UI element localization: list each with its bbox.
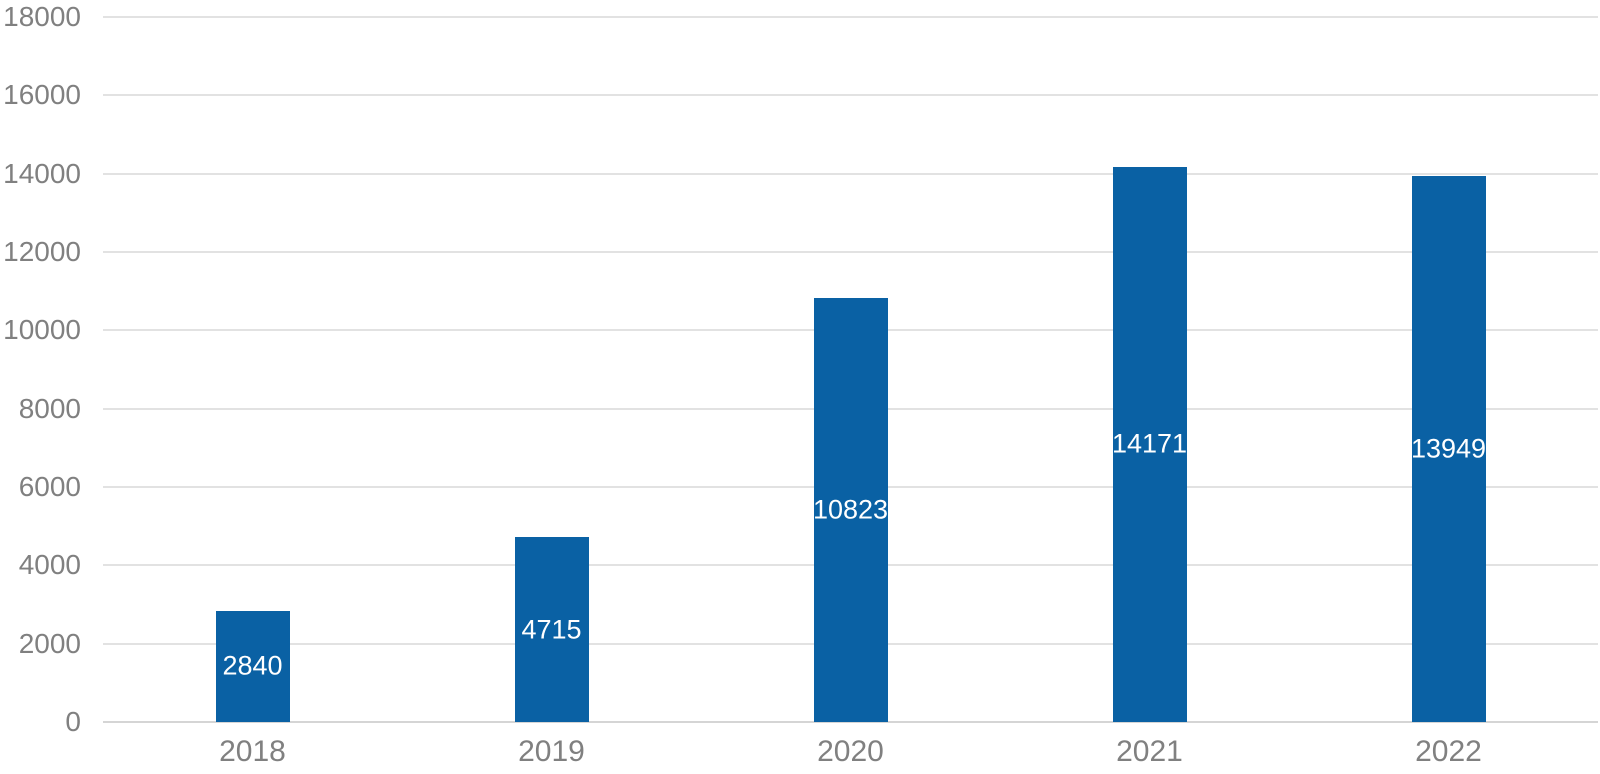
x-tick-label-2021: 2021 [1116, 735, 1183, 768]
gridline-18000 [103, 16, 1598, 18]
y-tick-label-2000: 2000 [18, 627, 81, 659]
y-tick-label-4000: 4000 [18, 549, 81, 581]
gridline-16000 [103, 94, 1598, 97]
bar-2018: 2840 [215, 610, 290, 722]
y-tick-label-6000: 6000 [18, 471, 81, 502]
x-tick-label-2022: 2022 [1415, 735, 1482, 768]
bar-2021: 14171 [1111, 166, 1188, 722]
gridline-14000 [103, 172, 1598, 175]
bar-value-label-2022: 13949 [1410, 433, 1487, 464]
x-tick-label-2019: 2019 [518, 735, 585, 768]
y-tick-label-16000: 16000 [3, 79, 81, 111]
y-tick-label-12000: 12000 [3, 236, 81, 267]
bar-value-label-2018: 2840 [222, 650, 283, 681]
bar-2019: 4715 [514, 537, 589, 722]
x-tick-label-2018: 2018 [219, 735, 286, 768]
bar-2022: 13949 [1410, 175, 1487, 722]
x-axis: 2018 2019 2020 2021 2022 [103, 735, 1598, 773]
bar-value-label-2020: 10823 [812, 494, 889, 525]
plot-area: 2840 4715 10823 14171 13949 [103, 16, 1598, 723]
x-tick-label-2020: 2020 [817, 735, 884, 768]
y-tick-label-10000: 10000 [3, 314, 81, 346]
x-axis-line [103, 721, 1598, 723]
bar-value-label-2021: 14171 [1111, 428, 1188, 459]
bar-value-label-2019: 4715 [521, 614, 582, 645]
y-tick-label-8000: 8000 [18, 392, 81, 424]
y-tick-label-18000: 18000 [3, 1, 81, 32]
y-axis: 0 2000 4000 6000 8000 10000 12000 14000 16000 180… [0, 3, 81, 736]
y-tick-label-14000: 14000 [3, 157, 81, 189]
bar-2020: 10823 [812, 298, 889, 722]
gridline-12000 [103, 251, 1598, 254]
y-tick-label-0: 0 [65, 706, 81, 737]
